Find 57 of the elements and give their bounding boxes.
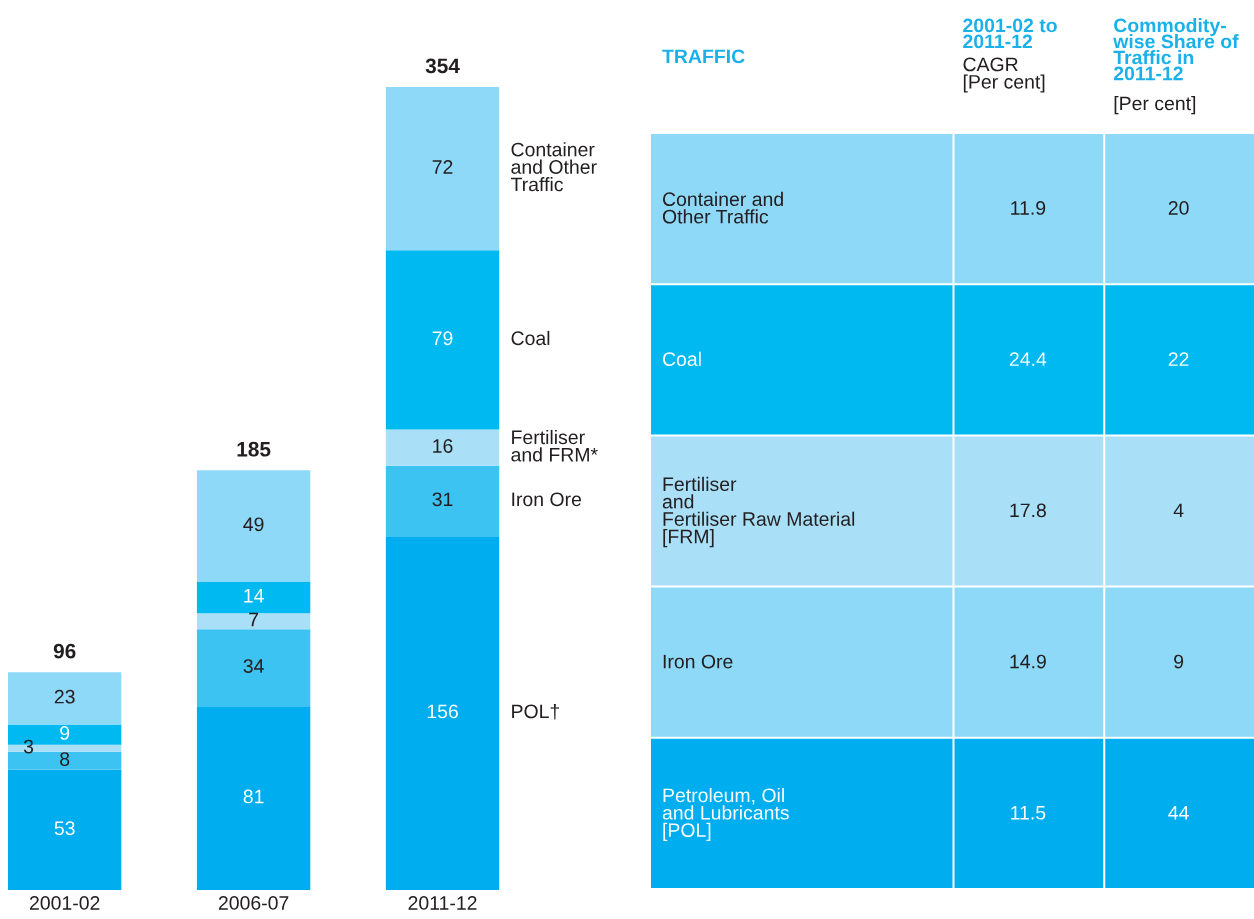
series-label: POL† bbox=[512, 704, 559, 720]
bar bbox=[196, 706, 311, 890]
bar bbox=[196, 629, 311, 707]
series-label: Container and Other Traffic bbox=[510, 142, 597, 192]
text: 22 bbox=[1168, 352, 1189, 366]
category-label: Coal bbox=[662, 351, 701, 367]
text: 11.5 bbox=[1011, 806, 1046, 820]
series-label: Coal bbox=[511, 330, 550, 346]
data-label: 79 bbox=[432, 331, 453, 346]
text: 14.9 bbox=[1010, 654, 1046, 669]
total-label: 185 bbox=[237, 441, 271, 457]
bar bbox=[385, 429, 500, 466]
data-label: 49 bbox=[243, 517, 264, 532]
bar bbox=[385, 465, 500, 537]
category-label: TRAFFIC bbox=[662, 49, 745, 64]
total-label: 96 bbox=[53, 643, 76, 659]
data-label: 9 bbox=[60, 726, 70, 740]
bar bbox=[385, 250, 500, 430]
category-label: Container and Other Traffic bbox=[662, 191, 783, 224]
data-label: 156 bbox=[427, 704, 458, 719]
bar bbox=[196, 470, 311, 582]
data-label: 23 bbox=[54, 689, 75, 704]
category-label: Petroleum, Oil and Lubricants [POL] bbox=[662, 787, 789, 841]
bar bbox=[385, 87, 500, 251]
total-label: 354 bbox=[425, 58, 460, 74]
category-label: 2001-02 to 2011-12 bbox=[963, 18, 1057, 49]
text: [Per cent] bbox=[1114, 96, 1196, 115]
bar bbox=[196, 581, 311, 614]
text: 24.4 bbox=[1009, 352, 1047, 366]
data-label: 81 bbox=[243, 789, 264, 804]
data-label: 53 bbox=[54, 821, 75, 836]
category-label: Fertiliser and Fertiliser Raw Material [FRM] bbox=[662, 476, 855, 548]
bar bbox=[385, 536, 500, 890]
text: CAGR [Per cent] bbox=[963, 57, 1045, 93]
bar bbox=[8, 672, 122, 725]
data-label: 72 bbox=[432, 160, 453, 174]
text: 11.9 bbox=[1011, 201, 1046, 215]
series-label: Iron Ore bbox=[512, 492, 582, 507]
text: 9 bbox=[1174, 654, 1184, 669]
series-label: Fertiliser and FRM* bbox=[511, 429, 598, 462]
x-tick-label: 2001-02 bbox=[29, 896, 100, 910]
text: 17.8 bbox=[1010, 503, 1046, 518]
text: 44 bbox=[1168, 806, 1189, 820]
data-label: 16 bbox=[433, 439, 453, 453]
x-tick-label: 2006-07 bbox=[218, 896, 289, 910]
data-label: 14 bbox=[244, 589, 264, 603]
category-label: Commodity- wise Share of Traffic in 2011-12 bbox=[1113, 18, 1239, 81]
data-label: 34 bbox=[243, 659, 264, 673]
x-tick-label: 2011-12 bbox=[408, 896, 477, 910]
data-label: 7 bbox=[249, 612, 259, 627]
text: 20 bbox=[1168, 201, 1189, 215]
bar bbox=[196, 613, 311, 630]
bar bbox=[8, 769, 122, 890]
text: 4 bbox=[1173, 503, 1184, 518]
data-label: 8 bbox=[60, 752, 70, 766]
data-label: 31 bbox=[432, 492, 453, 507]
category-label: Iron Ore bbox=[663, 654, 733, 669]
